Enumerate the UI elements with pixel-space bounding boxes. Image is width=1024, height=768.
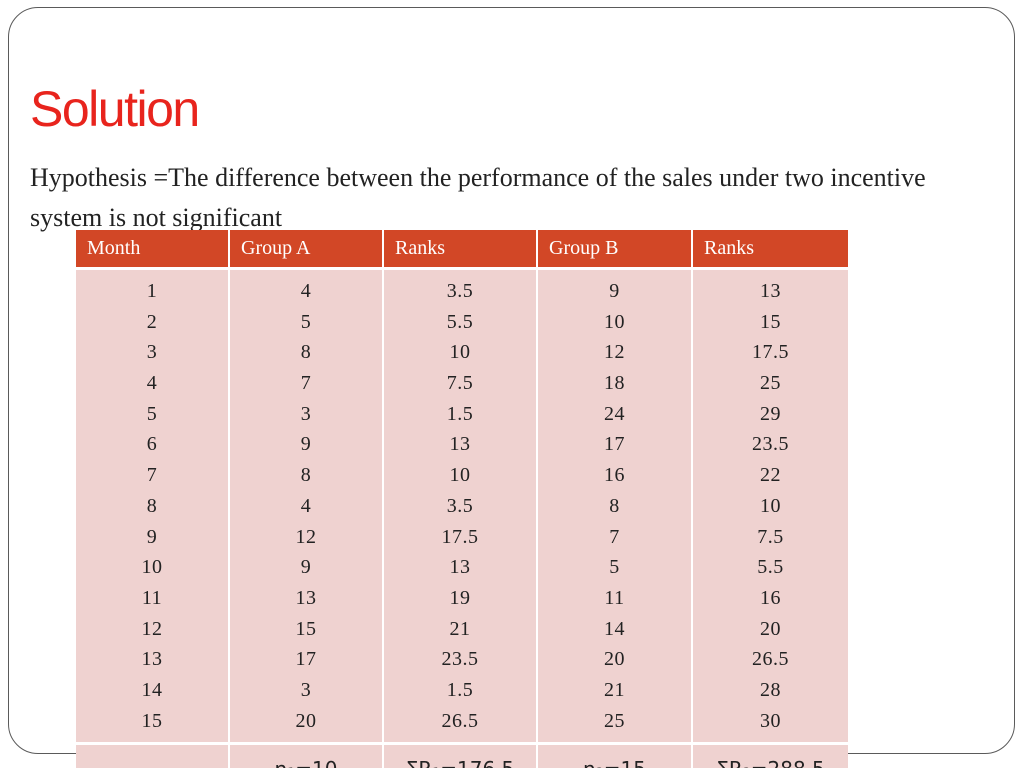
table-cell: 23.5 <box>752 433 789 456</box>
summary-n1: n₁=10 <box>230 742 384 768</box>
table-cell: 23.5 <box>441 648 479 671</box>
table-cell: 11 <box>604 586 625 609</box>
group-b-column: 9 10 12 18 24 17 16 8 7 5 11 14 20 21 25 <box>538 270 693 743</box>
table-cell: 24 <box>604 402 625 425</box>
ranks-a-column: 3.5 5.5 10 7.5 1.5 13 10 3.5 17.5 13 19 21 23.5 1.5 26… <box>384 270 538 743</box>
table-cell: 3 <box>300 678 312 701</box>
table-cell: 13 <box>449 556 471 579</box>
header-group-a: Group A <box>230 230 384 270</box>
table-cell: 3.5 <box>446 280 474 302</box>
table-cell: 9 <box>609 280 620 302</box>
table-cell: 21 <box>449 617 471 640</box>
table-cell: 3 <box>300 402 312 425</box>
month-column: 1 2 3 4 5 6 7 8 9 10 11 12 13 14 15 <box>76 270 230 743</box>
table-cell: 4 <box>300 494 312 517</box>
table-cell: 12 <box>604 341 625 364</box>
table-cell: 5 <box>609 556 620 579</box>
table-cell: 2 <box>146 310 158 333</box>
table-cell: 10 <box>604 310 625 333</box>
table-cell: 16 <box>604 464 625 487</box>
group-a-column: 4 5 8 7 3 9 8 4 12 9 13 15 17 3 20 <box>230 270 384 743</box>
summary-sum-ranks-1: ΣR₁=176.5 <box>384 742 538 768</box>
table-cell: 17.5 <box>752 341 789 364</box>
table-row: 1 2 3 4 5 6 7 8 9 10 11 12 13 14 15 4 5 8 7 3 9 8 4 12 9 13 15 17 3… <box>76 270 848 743</box>
table-cell: 13 <box>760 280 781 302</box>
table-cell: 29 <box>760 402 781 425</box>
header-month: Month <box>76 230 230 270</box>
table-cell: 8 <box>300 464 312 487</box>
table-cell: 5.5 <box>757 556 784 579</box>
table-cell: 9 <box>300 556 312 579</box>
table-cell: 14 <box>141 678 163 701</box>
table-cell: 13 <box>141 648 163 671</box>
table-cell: 7.5 <box>757 525 784 548</box>
table-cell: 16 <box>760 586 781 609</box>
table-cell: 7 <box>146 464 158 487</box>
header-ranks-a: Ranks <box>384 230 538 270</box>
table-cell: 13 <box>295 586 317 609</box>
table-cell: 7 <box>300 372 312 395</box>
table-cell: 21 <box>604 678 625 701</box>
table-cell: 13 <box>449 433 471 456</box>
table-cell: 10 <box>760 494 781 517</box>
ranks-b-column: 13 15 17.5 25 29 23.5 22 10 7.5 5.5 16 20 26.5 28 30 <box>693 270 848 743</box>
table-cell: 7.5 <box>446 372 474 395</box>
table-cell: 8 <box>609 494 620 517</box>
hypothesis-text: Hypothesis =The difference between the p… <box>30 163 926 232</box>
summary-n2: n₂=15 <box>538 742 693 768</box>
table-cell: 17.5 <box>441 525 479 548</box>
table-cell: 19 <box>449 586 471 609</box>
table-cell: 20 <box>760 617 781 640</box>
table-header-row: Month Group A Ranks Group B Ranks <box>76 230 848 270</box>
header-ranks-b: Ranks <box>693 230 848 270</box>
table-cell: 30 <box>760 709 781 732</box>
table-cell: 14 <box>604 617 625 640</box>
table-cell: 26.5 <box>752 648 789 671</box>
table-cell: 4 <box>146 372 158 395</box>
table-cell: 3.5 <box>446 494 474 517</box>
table-cell: 11 <box>141 586 163 609</box>
table-cell: 1.5 <box>446 402 474 425</box>
table-cell: 4 <box>300 280 312 302</box>
header-group-b: Group B <box>538 230 693 270</box>
table-cell: 18 <box>604 372 625 395</box>
table-cell: 1.5 <box>446 678 474 701</box>
table-cell: 8 <box>300 341 312 364</box>
table-cell: 9 <box>300 433 312 456</box>
table-cell: 15 <box>295 617 317 640</box>
table-cell: 15 <box>141 709 163 732</box>
summary-sum-ranks-2: ΣR₂=288.5 <box>693 742 848 768</box>
table-cell: 15 <box>760 310 781 333</box>
table-cell: 3 <box>146 341 158 364</box>
table-cell: 10 <box>449 464 471 487</box>
table-cell: 9 <box>146 525 158 548</box>
table-cell: 12 <box>141 617 163 640</box>
table-cell: 20 <box>295 709 317 732</box>
table-cell: 25 <box>760 372 781 395</box>
table-cell: 5 <box>300 310 312 333</box>
table-cell: 17 <box>295 648 317 671</box>
table-cell: 28 <box>760 678 781 701</box>
table-cell: 5 <box>146 402 158 425</box>
table-cell: 10 <box>449 341 471 364</box>
table-cell: 6 <box>146 433 158 456</box>
table-cell: 25 <box>604 709 625 732</box>
table-cell: 17 <box>604 433 625 456</box>
table-cell: 8 <box>146 494 158 517</box>
slide-title: Solution <box>30 81 200 137</box>
summary-empty-cell <box>76 742 230 768</box>
summary-row: n₁=10 ΣR₁=176.5 n₂=15 ΣR₂=288.5 <box>76 742 848 768</box>
table-cell: 5.5 <box>446 310 474 333</box>
table-cell: 7 <box>609 525 620 548</box>
table-cell: 20 <box>604 648 625 671</box>
table-cell: 1 <box>146 280 158 302</box>
table-cell: 22 <box>760 464 781 487</box>
table-cell: 26.5 <box>441 709 479 732</box>
table-cell: 10 <box>141 556 163 579</box>
table-cell: 12 <box>295 525 317 548</box>
